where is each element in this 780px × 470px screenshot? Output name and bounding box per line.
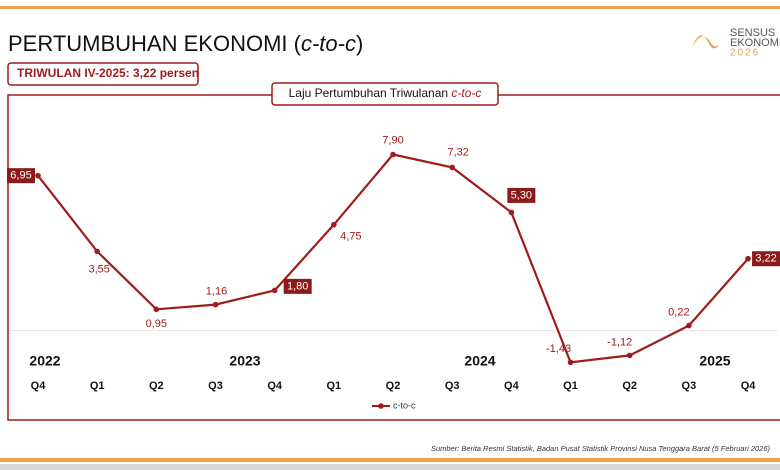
- chart-title: Laju Pertumbuhan Triwulanan c-to-c: [289, 86, 482, 100]
- value-label: 7,90: [382, 134, 403, 146]
- x-tick-label: Q3: [445, 380, 460, 392]
- top-stripe: [0, 6, 780, 9]
- logo-text: 2026: [730, 48, 760, 59]
- value-label: -1,43: [546, 343, 571, 355]
- x-tick-label: Q2: [622, 380, 637, 392]
- title-text: ): [356, 31, 363, 56]
- logo-text: SENSUS: [730, 27, 775, 39]
- x-tick-label: Q3: [208, 380, 223, 392]
- x-tick-label: Q4: [504, 380, 520, 392]
- bottom-stripe: [0, 464, 780, 470]
- x-tick-label: Q4: [741, 380, 757, 392]
- logo-mark: [692, 34, 724, 49]
- point: [626, 352, 633, 359]
- chart-title-box: [271, 82, 499, 106]
- value-label: 0,95: [146, 318, 167, 330]
- legend-label: c-to-c: [393, 400, 416, 410]
- series-line: [37, 153, 749, 364]
- value-label: 3,22: [755, 253, 776, 265]
- chart-title-italic: c-to-c: [451, 86, 481, 100]
- badge: TRIWULAN IV-2025: 3,22 persen: [17, 66, 199, 80]
- year-label: 2024: [464, 353, 495, 369]
- point: [271, 287, 278, 294]
- logo: SENSUS EKONOMI 2026: [692, 27, 780, 59]
- year-label: 2025: [699, 353, 730, 369]
- value-label: 0,22: [668, 306, 689, 318]
- year-label: 2022: [29, 353, 60, 369]
- value-label: 4,75: [340, 231, 361, 243]
- label-box: [507, 187, 536, 203]
- point: [745, 255, 751, 262]
- point: [508, 209, 515, 216]
- badge-box: [7, 62, 199, 86]
- value-label: 3,55: [88, 263, 109, 275]
- point: [35, 172, 41, 179]
- value-label: 6,95: [10, 170, 31, 182]
- title-text: PERTUMBUHAN EKONOMI (: [8, 31, 302, 56]
- x-tick-label: Q1: [327, 380, 342, 392]
- bottom-stripe: [0, 458, 780, 462]
- point: [94, 248, 100, 255]
- value-label: 5,30: [511, 189, 532, 201]
- point: [390, 151, 396, 158]
- logo-text: EKONOMI: [730, 37, 780, 49]
- label-box: [283, 278, 312, 294]
- label-box: [752, 251, 780, 267]
- value-label: -1,12: [607, 336, 632, 348]
- x-tick-label: Q1: [90, 380, 105, 392]
- slide-title: PERTUMBUHAN EKONOMI (c-to-c): [8, 31, 363, 56]
- x-tick-label: Q4: [31, 380, 47, 392]
- point: [686, 322, 692, 329]
- x-tick-label: Q4: [267, 380, 283, 392]
- legend-marker: [378, 403, 384, 409]
- x-tick-label: Q2: [149, 380, 164, 392]
- point: [331, 221, 337, 228]
- chart-title-text: Laju Pertumbuhan Triwulanan: [289, 86, 452, 100]
- year-label: 2023: [229, 353, 260, 369]
- value-label: 7,32: [447, 146, 468, 158]
- x-tick-label: Q1: [563, 380, 578, 392]
- source: Sumber: Berita Resmi Statistik, Badan Pu…: [431, 444, 771, 453]
- value-label: 1,16: [206, 286, 227, 298]
- x-tick-label: Q2: [386, 380, 401, 392]
- title-italic: c-to-c: [301, 31, 356, 56]
- x-tick-label: Q3: [682, 380, 697, 392]
- point: [153, 306, 160, 313]
- point: [212, 301, 219, 308]
- label-box: [7, 168, 35, 184]
- point: [449, 164, 455, 171]
- value-label: 1,80: [287, 280, 308, 292]
- point: [567, 359, 574, 366]
